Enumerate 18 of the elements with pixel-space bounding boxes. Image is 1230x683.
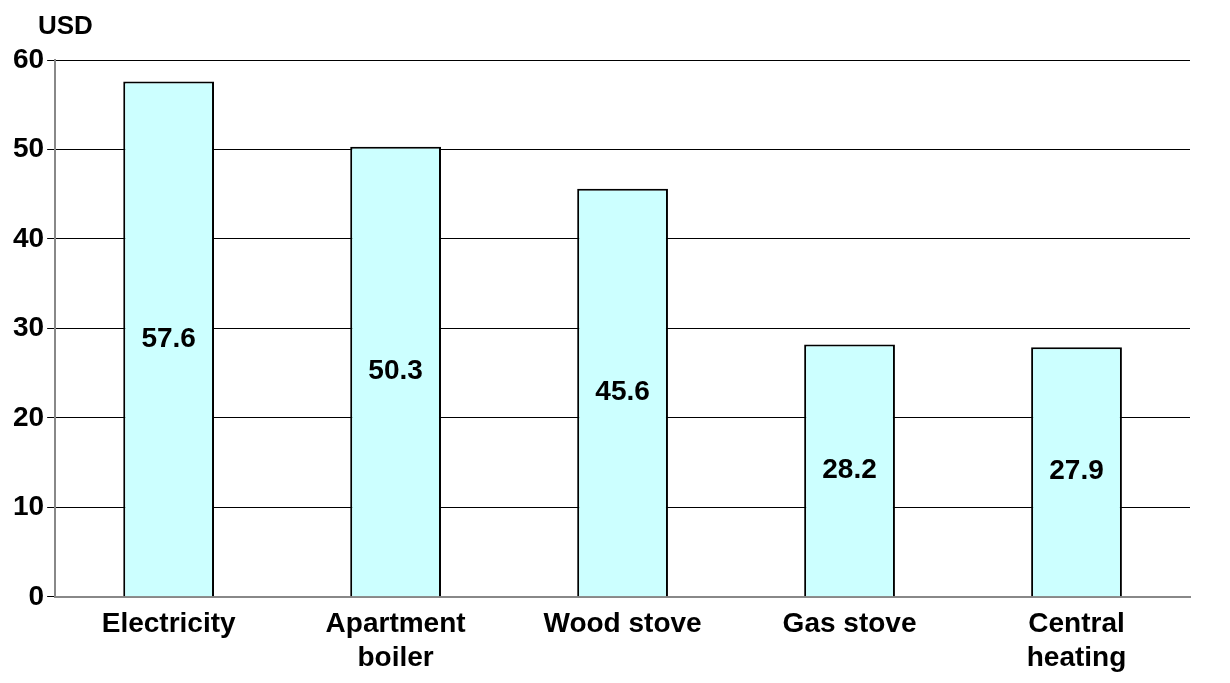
data-label: 28.2 bbox=[822, 453, 877, 485]
y-tick-label: 60 bbox=[12, 42, 45, 74]
data-label: 57.6 bbox=[141, 321, 196, 353]
x-tick-label: Electricity bbox=[101, 607, 236, 639]
y-tick-label: 20 bbox=[12, 400, 45, 432]
y-tick-label: 30 bbox=[12, 311, 45, 343]
x-tick-label: Gas stove bbox=[782, 607, 917, 639]
y-axis-title: USD bbox=[38, 10, 93, 41]
x-tick-label: Apartment boiler bbox=[325, 607, 466, 672]
data-label: 27.9 bbox=[1049, 454, 1104, 486]
y-tick-label: 10 bbox=[12, 490, 45, 522]
x-tick-label: Wood stove bbox=[543, 607, 702, 639]
data-label: 50.3 bbox=[368, 354, 423, 386]
y-tick-label: 40 bbox=[12, 221, 45, 253]
x-tick-label: Central heating bbox=[1026, 607, 1127, 672]
y-tick-label: 0 bbox=[28, 579, 45, 611]
y-tick-label: 50 bbox=[12, 132, 45, 164]
data-label: 45.6 bbox=[595, 375, 650, 407]
